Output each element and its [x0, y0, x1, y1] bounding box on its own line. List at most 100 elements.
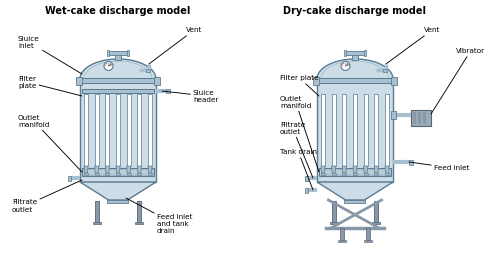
Bar — [332, 201, 336, 222]
Bar — [126, 94, 130, 166]
Bar — [154, 77, 160, 85]
Text: Filtrate
outlet: Filtrate outlet — [12, 180, 82, 213]
Bar — [374, 173, 378, 175]
Bar — [148, 173, 152, 175]
Bar — [422, 112, 425, 124]
Text: Vent: Vent — [385, 27, 439, 64]
Bar — [135, 222, 143, 224]
Bar — [331, 94, 335, 166]
Text: Outlet
manifold: Outlet manifold — [280, 96, 318, 172]
Bar — [79, 78, 157, 83]
Polygon shape — [105, 166, 109, 173]
Polygon shape — [148, 166, 152, 173]
Bar — [343, 50, 345, 56]
Polygon shape — [316, 182, 392, 200]
Bar — [137, 94, 141, 166]
Bar — [166, 89, 170, 93]
Bar — [305, 176, 308, 181]
Bar — [305, 176, 308, 181]
Polygon shape — [352, 166, 356, 173]
Bar — [331, 173, 335, 175]
Polygon shape — [116, 166, 120, 173]
Bar — [382, 68, 386, 72]
Bar — [105, 94, 109, 166]
Bar — [95, 201, 99, 222]
Polygon shape — [137, 166, 141, 173]
Polygon shape — [126, 166, 130, 173]
Bar — [148, 94, 152, 166]
Bar — [313, 77, 318, 85]
Bar — [412, 112, 415, 124]
Polygon shape — [320, 166, 324, 173]
Bar — [351, 52, 357, 60]
Bar — [126, 173, 130, 175]
Bar — [320, 94, 324, 166]
Polygon shape — [84, 166, 88, 173]
Bar — [68, 176, 71, 181]
Bar — [384, 94, 388, 166]
Bar — [82, 168, 154, 176]
Bar — [320, 173, 324, 175]
Bar — [410, 110, 430, 126]
Text: Dry-cake discharge model: Dry-cake discharge model — [283, 6, 426, 16]
Bar — [390, 77, 396, 85]
Polygon shape — [331, 166, 335, 173]
Bar — [93, 222, 101, 224]
Bar — [363, 50, 365, 56]
Bar — [373, 201, 377, 222]
Bar — [342, 94, 346, 166]
Text: Filter plate: Filter plate — [280, 75, 318, 96]
Text: Tank drain: Tank drain — [280, 149, 316, 190]
Bar — [108, 51, 128, 55]
Bar — [366, 228, 370, 240]
Bar — [344, 200, 365, 203]
Text: Outlet
manifold: Outlet manifold — [18, 115, 82, 172]
Bar — [146, 68, 150, 72]
Text: Sluice
inlet: Sluice inlet — [18, 35, 82, 74]
Polygon shape — [80, 182, 156, 200]
Bar — [316, 79, 392, 182]
Bar — [417, 112, 420, 124]
Bar — [116, 94, 120, 166]
Bar — [305, 187, 308, 192]
Bar — [82, 89, 154, 93]
Polygon shape — [363, 166, 367, 173]
Text: Vibrator: Vibrator — [430, 48, 484, 114]
Text: Feed inlet
and tank
drain: Feed inlet and tank drain — [126, 198, 192, 234]
Bar — [107, 50, 109, 56]
Text: Feed inlet: Feed inlet — [408, 162, 468, 171]
Bar — [137, 173, 141, 175]
Polygon shape — [374, 166, 378, 173]
Bar — [318, 168, 390, 176]
Bar — [76, 77, 82, 85]
Bar — [342, 173, 346, 175]
Text: Wet-cake discharge model: Wet-cake discharge model — [45, 6, 190, 16]
Bar — [105, 173, 109, 175]
Bar — [84, 173, 88, 175]
Bar — [363, 94, 367, 166]
Text: Filtrate
outlet: Filtrate outlet — [280, 121, 313, 178]
Bar — [80, 79, 156, 182]
Bar — [83, 170, 153, 174]
Bar — [374, 94, 378, 166]
Bar — [352, 94, 356, 166]
Text: Sluice
header: Sluice header — [162, 89, 218, 102]
Polygon shape — [316, 59, 392, 79]
Bar — [337, 240, 345, 242]
Bar — [319, 170, 389, 174]
Text: Filter
plate: Filter plate — [18, 76, 82, 96]
Text: Vent: Vent — [149, 27, 202, 64]
Bar — [371, 222, 379, 224]
Polygon shape — [95, 166, 99, 173]
Bar — [115, 52, 121, 60]
Bar — [364, 240, 372, 242]
Bar — [344, 51, 364, 55]
Bar — [95, 173, 99, 175]
Bar — [107, 200, 128, 203]
Bar — [339, 228, 343, 240]
Polygon shape — [342, 166, 346, 173]
Bar — [363, 173, 367, 175]
Bar — [408, 159, 412, 164]
Polygon shape — [384, 166, 388, 173]
Bar — [330, 222, 338, 224]
